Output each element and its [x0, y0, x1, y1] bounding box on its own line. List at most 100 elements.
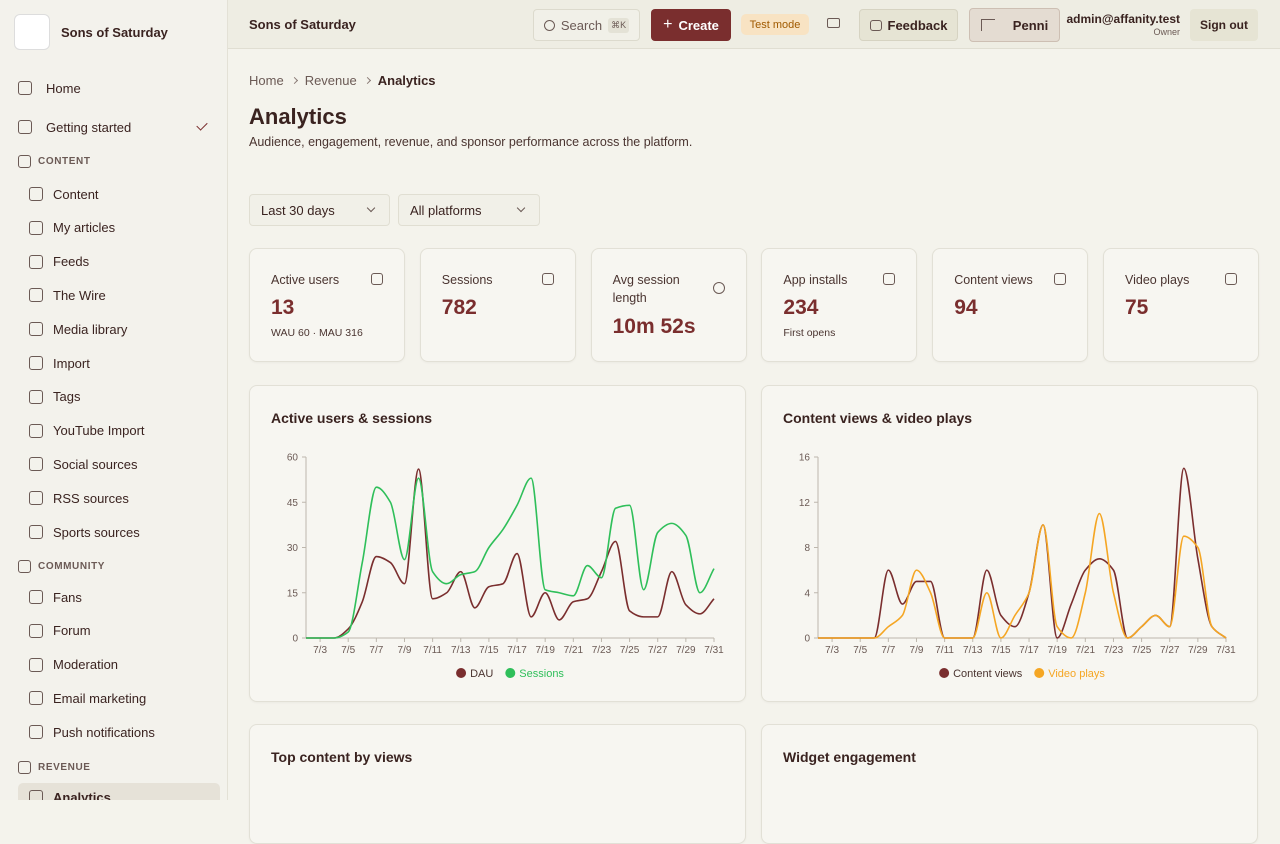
nav-icon	[29, 423, 43, 438]
x-tick-label: 7/15	[991, 645, 1011, 656]
x-tick-label: 7/31	[1216, 645, 1236, 656]
crumb-separator	[363, 76, 371, 85]
x-tick-label: 7/11	[423, 645, 442, 656]
stat-value: 782	[441, 296, 477, 319]
x-tick-label: 7/29	[1188, 645, 1208, 656]
nav-label: My articles	[53, 220, 116, 236]
stat-card: Active users 13 WAU 60 · MAU 316	[249, 248, 405, 362]
nav-section: COMMUNITY	[18, 560, 105, 573]
feedback-button[interactable]: Feedback	[859, 9, 958, 41]
chart: 0 4 8 12 16 7/3 7/5 7/7 7/9 7/11 7/13 7/15 7/17 7/19 7…	[799, 453, 1236, 681]
nav-label: RSS sources	[53, 490, 129, 506]
nav-label: Media library	[53, 321, 128, 337]
section-icon	[18, 761, 31, 774]
nav-item[interactable]: Email marketing	[29, 686, 146, 710]
section-title: REVENUE	[38, 762, 91, 773]
x-tick-label: 7/31	[704, 645, 724, 656]
breadcrumb: Home Revenue Analytics	[249, 73, 436, 88]
user-button[interactable]: Penni	[969, 8, 1060, 42]
stat-icon	[883, 273, 896, 285]
stat-icon	[1225, 273, 1237, 285]
sign-out[interactable]: Sign out	[1190, 9, 1258, 41]
x-tick-label: 7/27	[648, 645, 668, 656]
stat-value: 94	[954, 296, 978, 319]
nav-item[interactable]: Media library	[29, 317, 127, 341]
y-tick-label: 16	[799, 453, 811, 464]
nav-item[interactable]: Social sources	[29, 452, 138, 476]
test-mode-badge: Test mode	[741, 14, 809, 35]
create-button[interactable]: + Create	[651, 9, 731, 41]
nav-label: Forum	[53, 623, 91, 639]
x-tick-label: 7/7	[369, 645, 383, 656]
x-tick-label: 7/23	[1104, 645, 1124, 656]
nav-icon	[29, 389, 43, 404]
chart: 0 15 30 45 60 7/3 7/5 7/7 7/9 7/11 7/13 7/15 7/17 7/1…	[287, 453, 724, 681]
page-subtitle: Audience, engagement, revenue, and spons…	[249, 135, 693, 149]
nav-item[interactable]: Feeds	[29, 250, 89, 274]
nav-item[interactable]: RSS sources	[29, 486, 129, 510]
user-label: Penni	[1012, 17, 1049, 33]
stat-value: 13	[271, 296, 295, 319]
y-tick-label: 30	[287, 543, 299, 554]
nav-item[interactable]: My articles	[29, 216, 115, 240]
stat-icon	[541, 273, 554, 285]
nav-item[interactable]: Content	[29, 182, 99, 206]
stat-label: Content views	[954, 273, 1033, 287]
crumb: Analytics	[377, 73, 436, 88]
nav-icon	[29, 491, 43, 506]
stat-value: 10m 52s	[612, 315, 696, 338]
stat-label: Video plays	[1125, 273, 1190, 287]
x-tick-label: 7/9	[910, 645, 924, 656]
panel-title: Widget engagement	[783, 749, 916, 765]
stat-card: App installs 234 First opens	[761, 248, 918, 362]
x-tick-label: 7/27	[1160, 645, 1180, 656]
nav-icon	[29, 457, 43, 472]
crumb[interactable]: Home	[249, 73, 284, 88]
nav-item[interactable]: Analytics	[29, 785, 111, 800]
search-label: Search	[560, 17, 603, 33]
nav-label: Sports sources	[53, 524, 140, 540]
y-tick-label: 15	[287, 588, 299, 599]
nav-label: Getting started	[46, 119, 132, 135]
nav-item[interactable]: Moderation	[29, 653, 118, 677]
nav-icon	[29, 322, 43, 337]
nav-icon	[29, 288, 43, 303]
nav-item[interactable]: Fans	[29, 585, 82, 609]
x-tick-label: 7/23	[592, 645, 612, 656]
stat-card: Content views 94	[932, 248, 1089, 362]
x-tick-label: 7/19	[535, 645, 555, 656]
search[interactable]: Search ⌘K	[533, 9, 640, 41]
nav-item[interactable]: Forum	[29, 619, 91, 643]
y-tick-label: 45	[287, 498, 299, 509]
section-icon	[18, 560, 31, 573]
nav-item[interactable]: The Wire	[29, 283, 106, 307]
x-tick-label: 7/17	[1019, 645, 1039, 656]
stat-icon	[1054, 273, 1067, 285]
section-title: COMMUNITY	[38, 561, 106, 572]
legend-swatch	[939, 668, 950, 678]
chevron	[366, 203, 376, 213]
filter-select[interactable]: Last 30 days	[249, 194, 390, 226]
preview-icon[interactable]	[827, 18, 840, 28]
nav-item[interactable]: Getting started	[18, 115, 131, 139]
nav-item[interactable]: Home	[18, 76, 81, 100]
sidebar: Sons of Saturday Home Getting started CONT…	[0, 0, 228, 800]
y-tick-label: 0	[804, 634, 810, 645]
nav-label: Tags	[53, 389, 81, 405]
filter-select[interactable]: All platforms	[398, 194, 540, 226]
x-tick-label: 7/13	[963, 645, 983, 656]
logo	[14, 14, 50, 50]
create-label: Create	[678, 17, 719, 33]
nav-item[interactable]: Import	[29, 351, 90, 375]
nav-item[interactable]: Tags	[29, 385, 80, 409]
nav-item[interactable]: Sports sources	[29, 520, 140, 544]
nav-label: Import	[53, 355, 90, 371]
nav-item[interactable]: YouTube Import	[29, 419, 145, 443]
x-tick-label: 7/21	[564, 645, 584, 656]
stat-icon	[712, 282, 725, 294]
stat-label: Avg session length	[612, 273, 680, 305]
crumb[interactable]: Revenue	[304, 73, 357, 88]
series-line	[818, 467, 1227, 639]
nav-label: Home	[46, 80, 81, 96]
nav-item[interactable]: Push notifications	[29, 720, 155, 744]
